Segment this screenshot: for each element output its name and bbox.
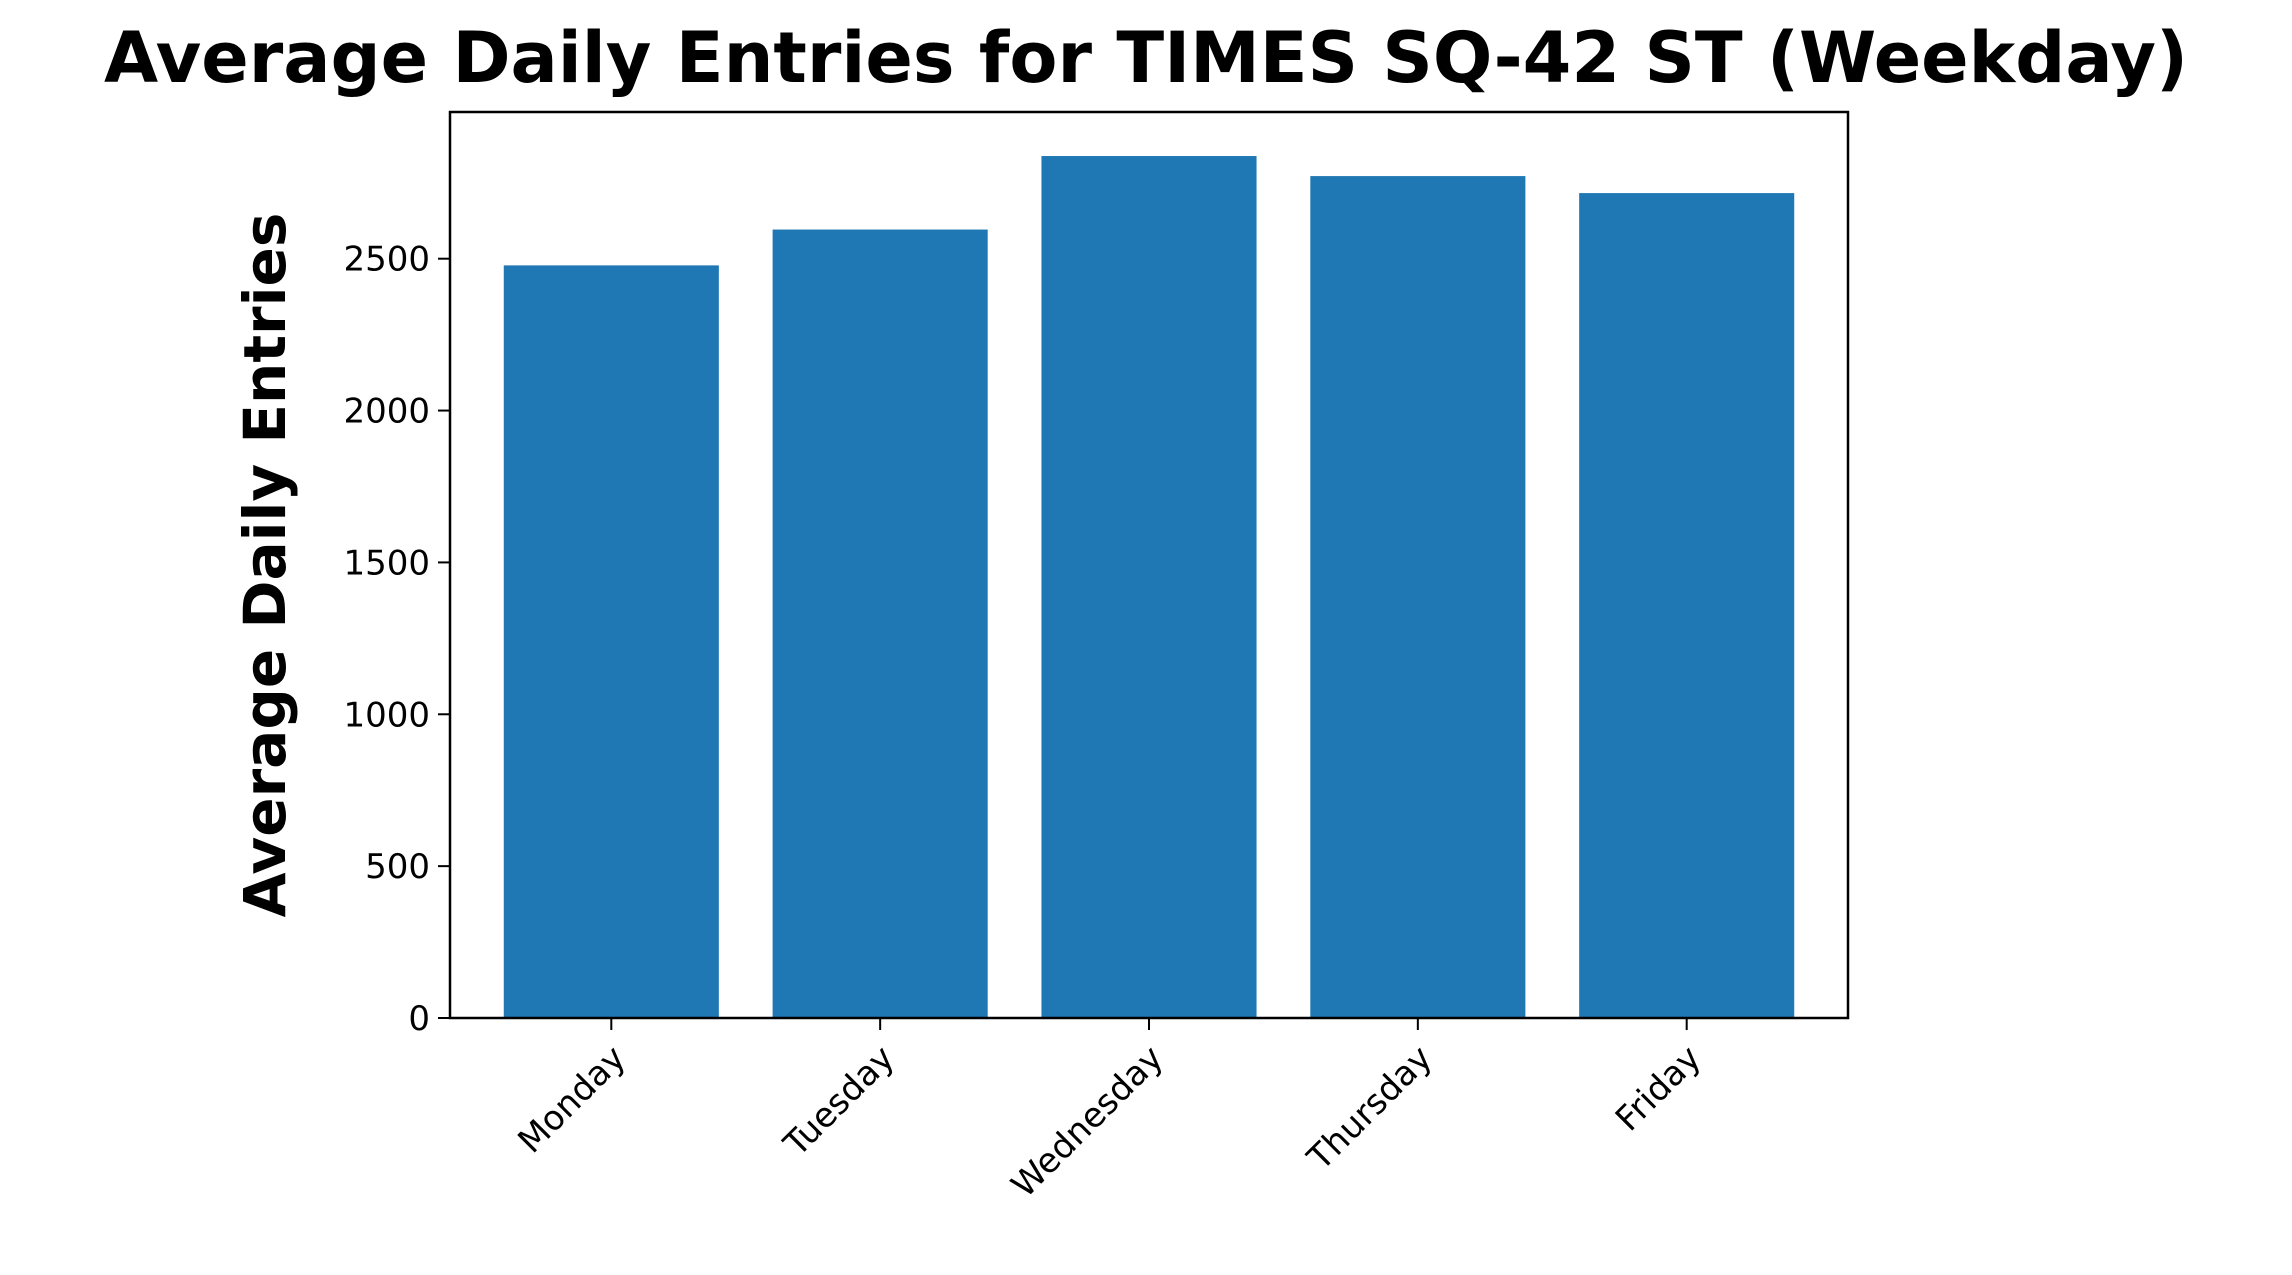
x-axis-ticks: Monday Tuesday Wednesday Thursday Friday bbox=[510, 1018, 1709, 1206]
x-tick-label-tuesday: Tuesday bbox=[776, 1038, 903, 1165]
y-tick-label: 1000 bbox=[343, 695, 430, 735]
x-tick-label-wednesday: Wednesday bbox=[1004, 1038, 1171, 1205]
bar-tuesday bbox=[772, 229, 988, 1019]
x-tick-label-friday: Friday bbox=[1608, 1038, 1709, 1139]
y-axis-ticks: 0 500 1000 1500 2000 2500 bbox=[343, 240, 450, 1039]
y-tick-label: 0 bbox=[408, 999, 430, 1039]
bar-wednesday bbox=[1041, 156, 1257, 1018]
bar-friday bbox=[1579, 193, 1795, 1019]
y-tick-label: 2500 bbox=[343, 240, 430, 280]
x-tick-label-thursday: Thursday bbox=[1299, 1038, 1440, 1179]
bar-thursday bbox=[1310, 176, 1526, 1018]
bar-monday bbox=[503, 265, 719, 1018]
x-tick-label-monday: Monday bbox=[510, 1038, 633, 1161]
y-tick-label: 2000 bbox=[343, 392, 430, 432]
y-tick-label: 500 bbox=[365, 847, 430, 887]
chart-title: Average Daily Entries for TIMES SQ-42 ST… bbox=[104, 17, 2188, 99]
y-tick-label: 1500 bbox=[343, 543, 430, 583]
y-axis-label: Average Daily Entries bbox=[231, 213, 299, 918]
bars-group bbox=[503, 156, 1795, 1019]
plot-area-frame bbox=[448, 110, 1850, 1020]
